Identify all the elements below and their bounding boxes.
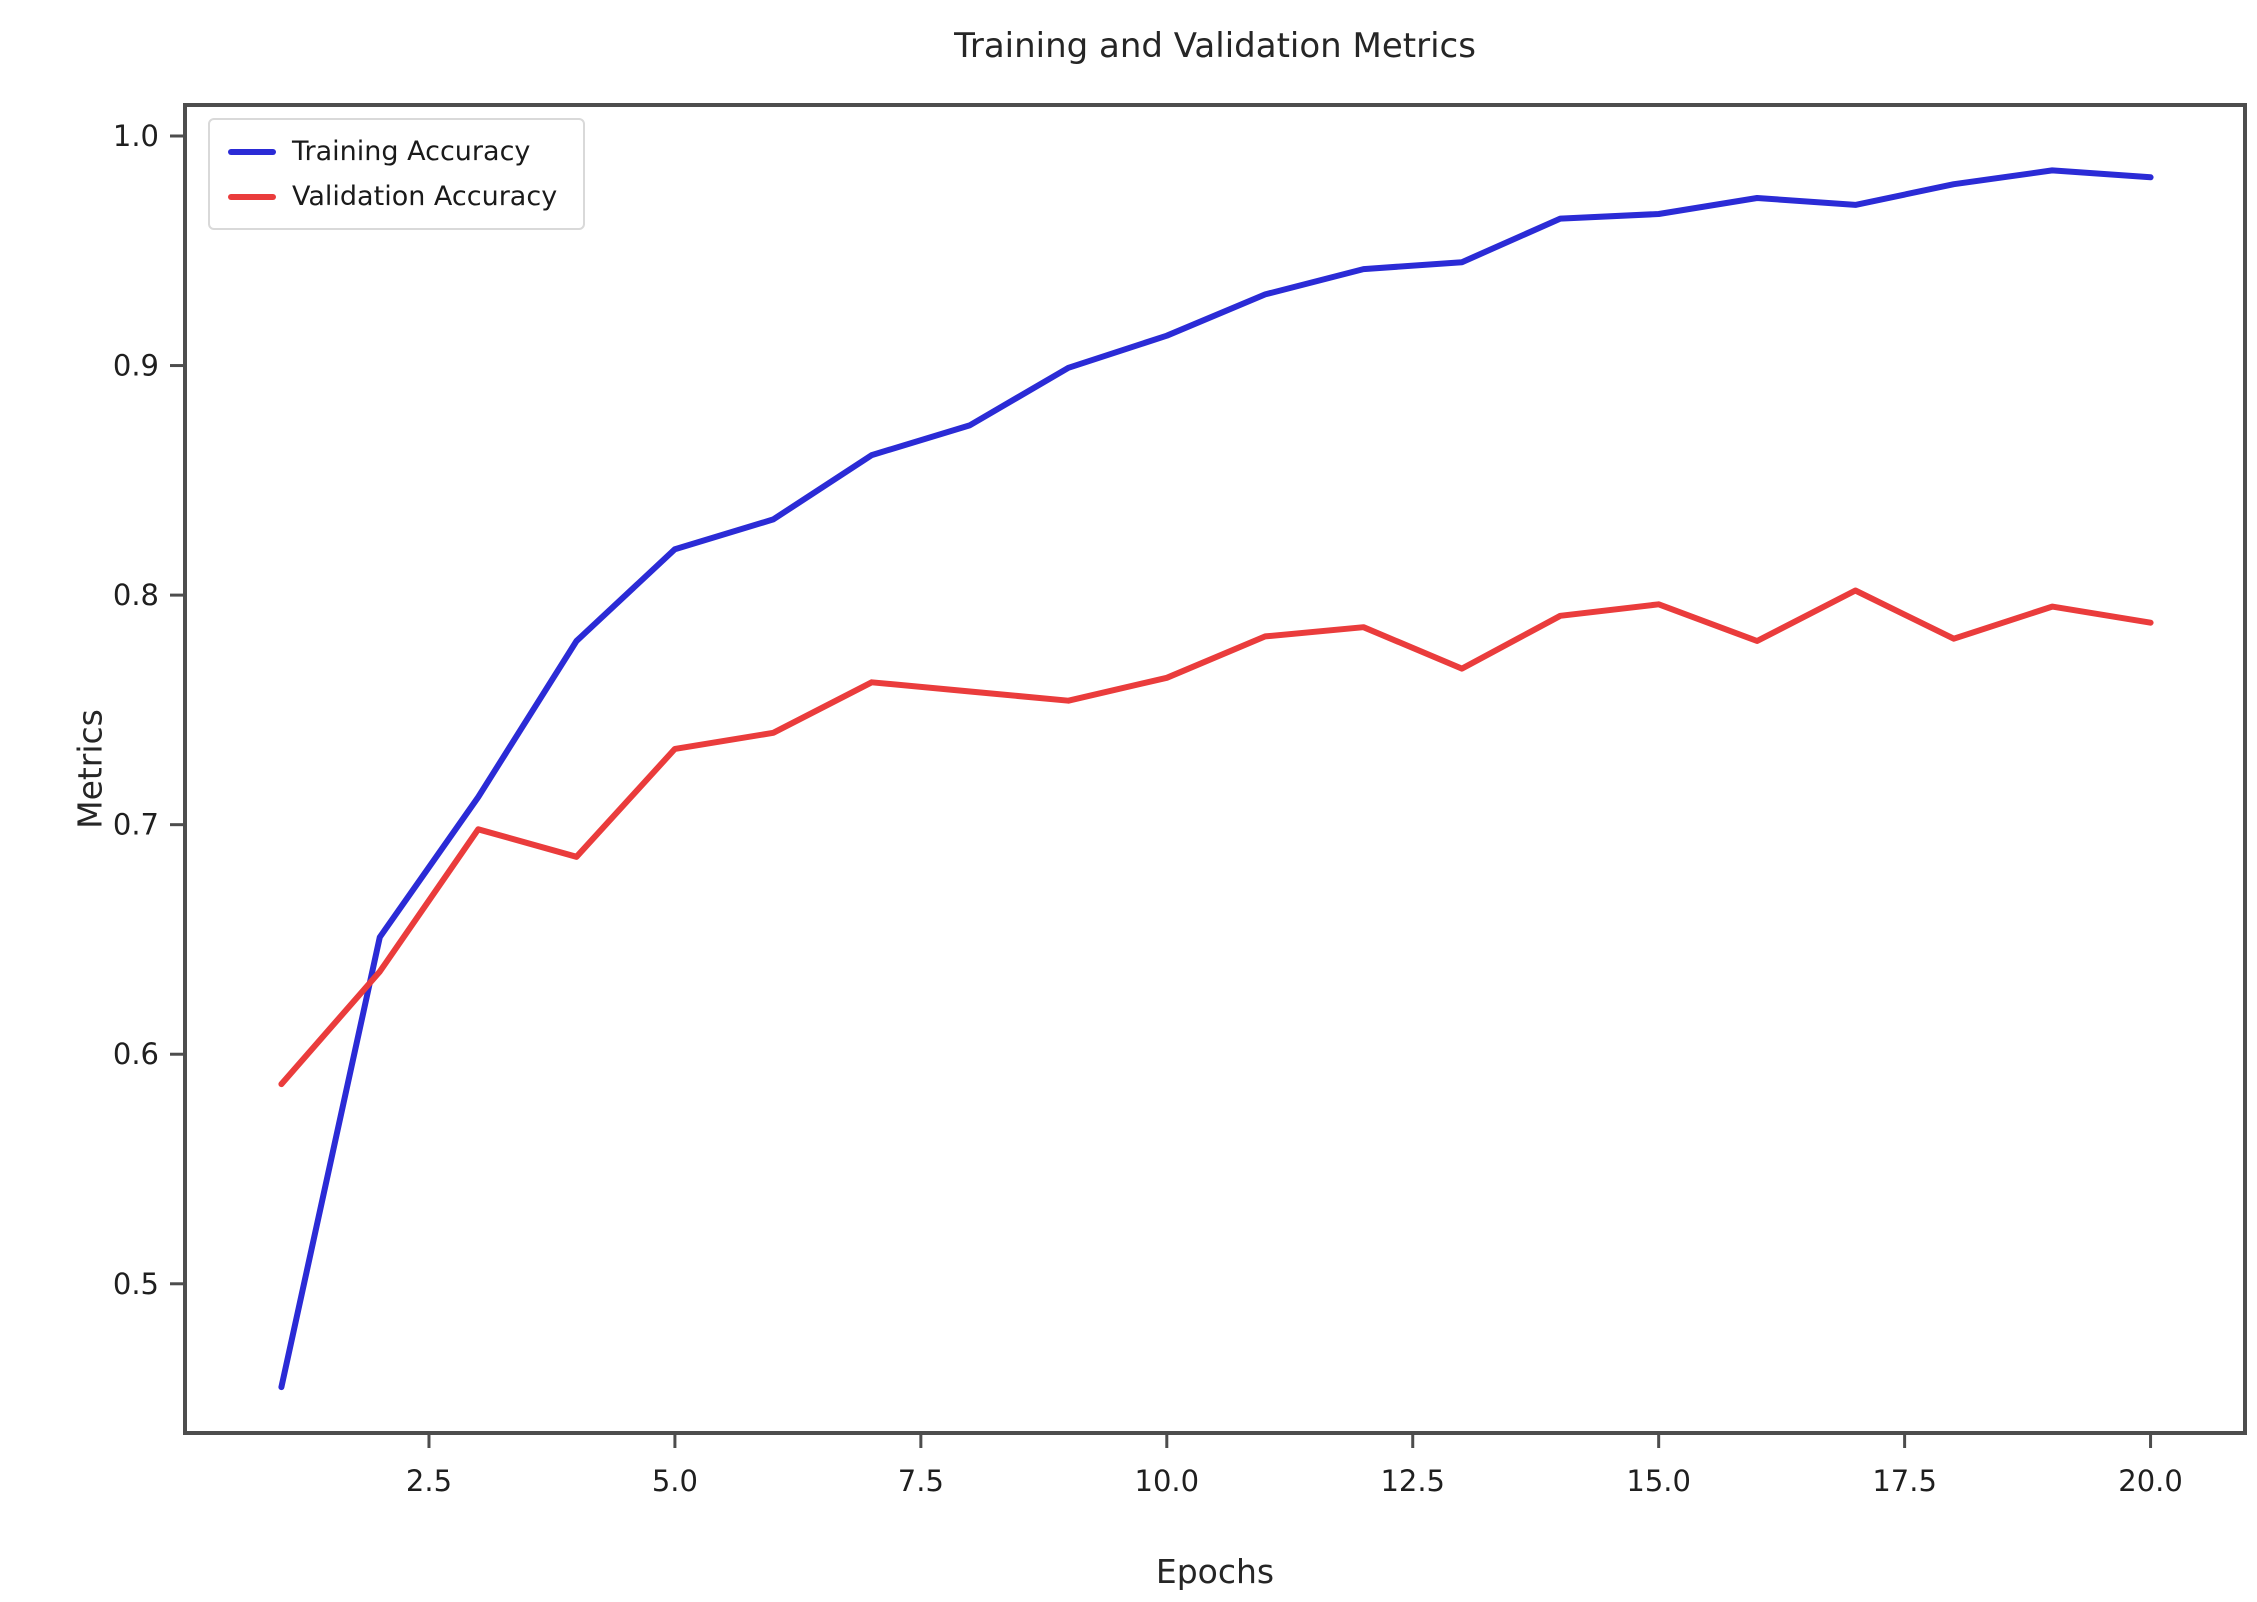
legend-label-validation: Validation Accuracy bbox=[292, 181, 558, 212]
x-tick-label: 7.5 bbox=[898, 1464, 944, 1498]
x-tick-label: 2.5 bbox=[406, 1464, 452, 1498]
x-tick-label: 5.0 bbox=[652, 1464, 698, 1498]
legend: Training Accuracy Validation Accuracy bbox=[208, 118, 586, 230]
legend-item-validation: Validation Accuracy bbox=[228, 181, 557, 212]
x-tick-label: 10.0 bbox=[1135, 1464, 1200, 1498]
plot-border bbox=[183, 103, 2247, 1435]
y-tick-label: 1.0 bbox=[113, 119, 159, 153]
y-tick-label: 0.6 bbox=[113, 1037, 159, 1071]
legend-item-training: Training Accuracy bbox=[228, 136, 557, 167]
y-tick-label: 0.7 bbox=[113, 808, 159, 842]
x-tick-label: 20.0 bbox=[2118, 1464, 2183, 1498]
training-line-swatch bbox=[228, 148, 276, 155]
x-tick-label: 17.5 bbox=[1872, 1464, 1937, 1498]
validation-accuracy-line bbox=[278, 587, 2154, 1088]
x-axis-label: Epochs bbox=[1155, 1552, 1275, 1591]
y-tick-label: 0.8 bbox=[113, 578, 159, 612]
legend-label-training: Training Accuracy bbox=[292, 136, 531, 167]
x-tick-label: 12.5 bbox=[1380, 1464, 1445, 1498]
y-tick-label: 0.9 bbox=[113, 349, 159, 383]
y-tick-label: 0.5 bbox=[113, 1267, 159, 1301]
x-tick-label: 15.0 bbox=[1626, 1464, 1691, 1498]
training-accuracy-line bbox=[278, 167, 2154, 1391]
y-axis-label: Metrics bbox=[70, 709, 110, 829]
chart-title: Training and Validation Metrics bbox=[954, 26, 1476, 66]
validation-line-swatch bbox=[228, 193, 276, 200]
